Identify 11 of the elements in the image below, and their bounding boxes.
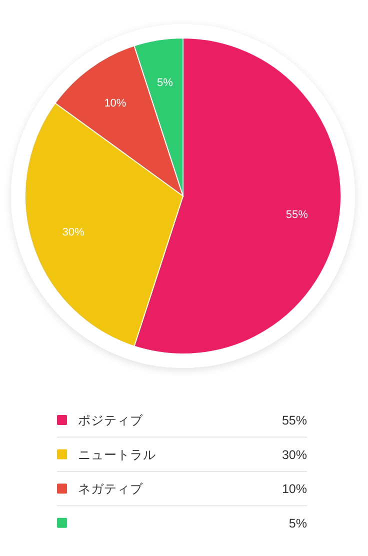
data-label: 30% — [62, 226, 85, 239]
text: 55% — [282, 414, 307, 428]
text: 10% — [282, 482, 307, 496]
legend-label: ニュートラル — [78, 448, 156, 462]
data-label: 5% — [157, 77, 174, 90]
legend-label: ネガティブ — [78, 482, 144, 496]
text: 5% — [288, 516, 307, 530]
legend-label: ポジティブ — [78, 414, 144, 428]
text: 30% — [282, 448, 307, 462]
data-label: 10% — [104, 98, 126, 110]
data-label: 55% — [286, 209, 308, 222]
